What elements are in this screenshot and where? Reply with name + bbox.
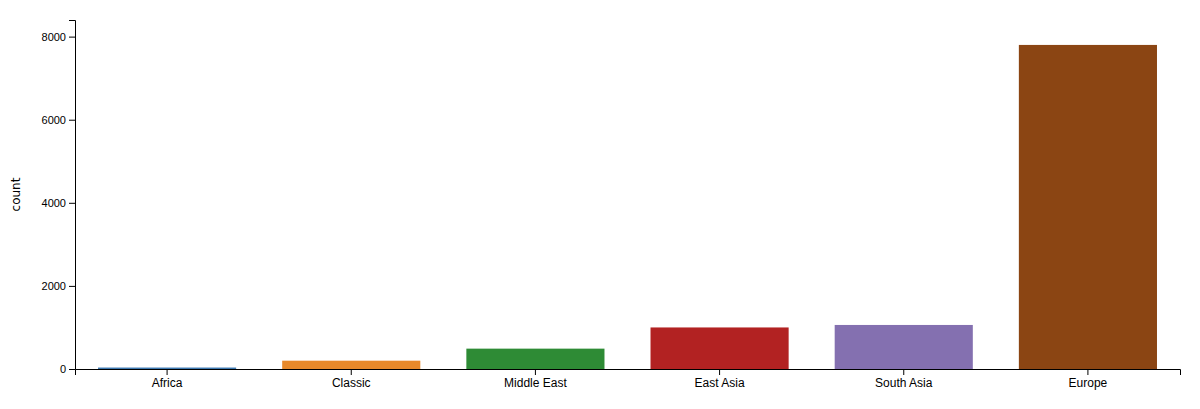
x-tick: Middle East [504, 369, 567, 390]
x-tick-mark [1087, 369, 1088, 375]
y-tick-label: 0 [60, 363, 66, 375]
x-tick: South Asia [875, 369, 933, 390]
x-tick-mark [903, 369, 904, 375]
y-tick-mark [69, 37, 75, 38]
y-tick: 6000 [42, 114, 75, 126]
x-tick-mark [535, 369, 536, 375]
x-axis: Africa Classic Middle East East Asia South A… [76, 369, 1181, 390]
x-tick: East Asia [695, 369, 745, 390]
x-tick-mark [351, 369, 352, 375]
y-axis: 0 2000 4000 6000 8000 [42, 21, 76, 376]
bar [651, 327, 789, 369]
x-tick-mark [719, 369, 720, 375]
y-tick: 4000 [42, 197, 75, 209]
x-tick-label: South Asia [875, 376, 933, 390]
bar [1019, 45, 1157, 369]
bar [98, 368, 236, 369]
x-tick-label: East Asia [695, 376, 745, 390]
x-tick-label: Classic [332, 376, 371, 390]
y-tick-label: 8000 [42, 31, 66, 43]
y-tick-label: 4000 [42, 197, 66, 209]
y-tick-mark [69, 286, 75, 287]
y-tick: 8000 [42, 31, 75, 43]
bar [282, 361, 420, 369]
bars [98, 45, 1157, 369]
x-tick: Classic [332, 369, 371, 390]
y-axis-title: count [9, 177, 23, 211]
y-tick: 2000 [42, 280, 75, 292]
x-axis-line [76, 370, 1181, 376]
y-tick-mark [69, 203, 75, 204]
y-tick-mark [69, 120, 75, 121]
y-tick-mark [69, 369, 75, 370]
x-tick-label: Europe [1069, 376, 1108, 390]
chart: 0 2000 4000 6000 8000 Africa Classic Middle Eas… [0, 0, 1200, 409]
y-axis-line [69, 21, 76, 370]
x-tick: Africa [152, 369, 183, 390]
y-tick: 0 [60, 363, 75, 375]
x-tick-label: Africa [152, 376, 183, 390]
plot-area: 0 2000 4000 6000 8000 Africa Classic Middle Eas… [42, 21, 1181, 390]
bar [835, 325, 973, 369]
x-tick: Europe [1069, 369, 1108, 390]
x-tick-mark [167, 369, 168, 375]
bar [466, 349, 604, 369]
y-tick-label: 2000 [42, 280, 66, 292]
y-tick-label: 6000 [42, 114, 66, 126]
x-tick-label: Middle East [504, 376, 567, 390]
